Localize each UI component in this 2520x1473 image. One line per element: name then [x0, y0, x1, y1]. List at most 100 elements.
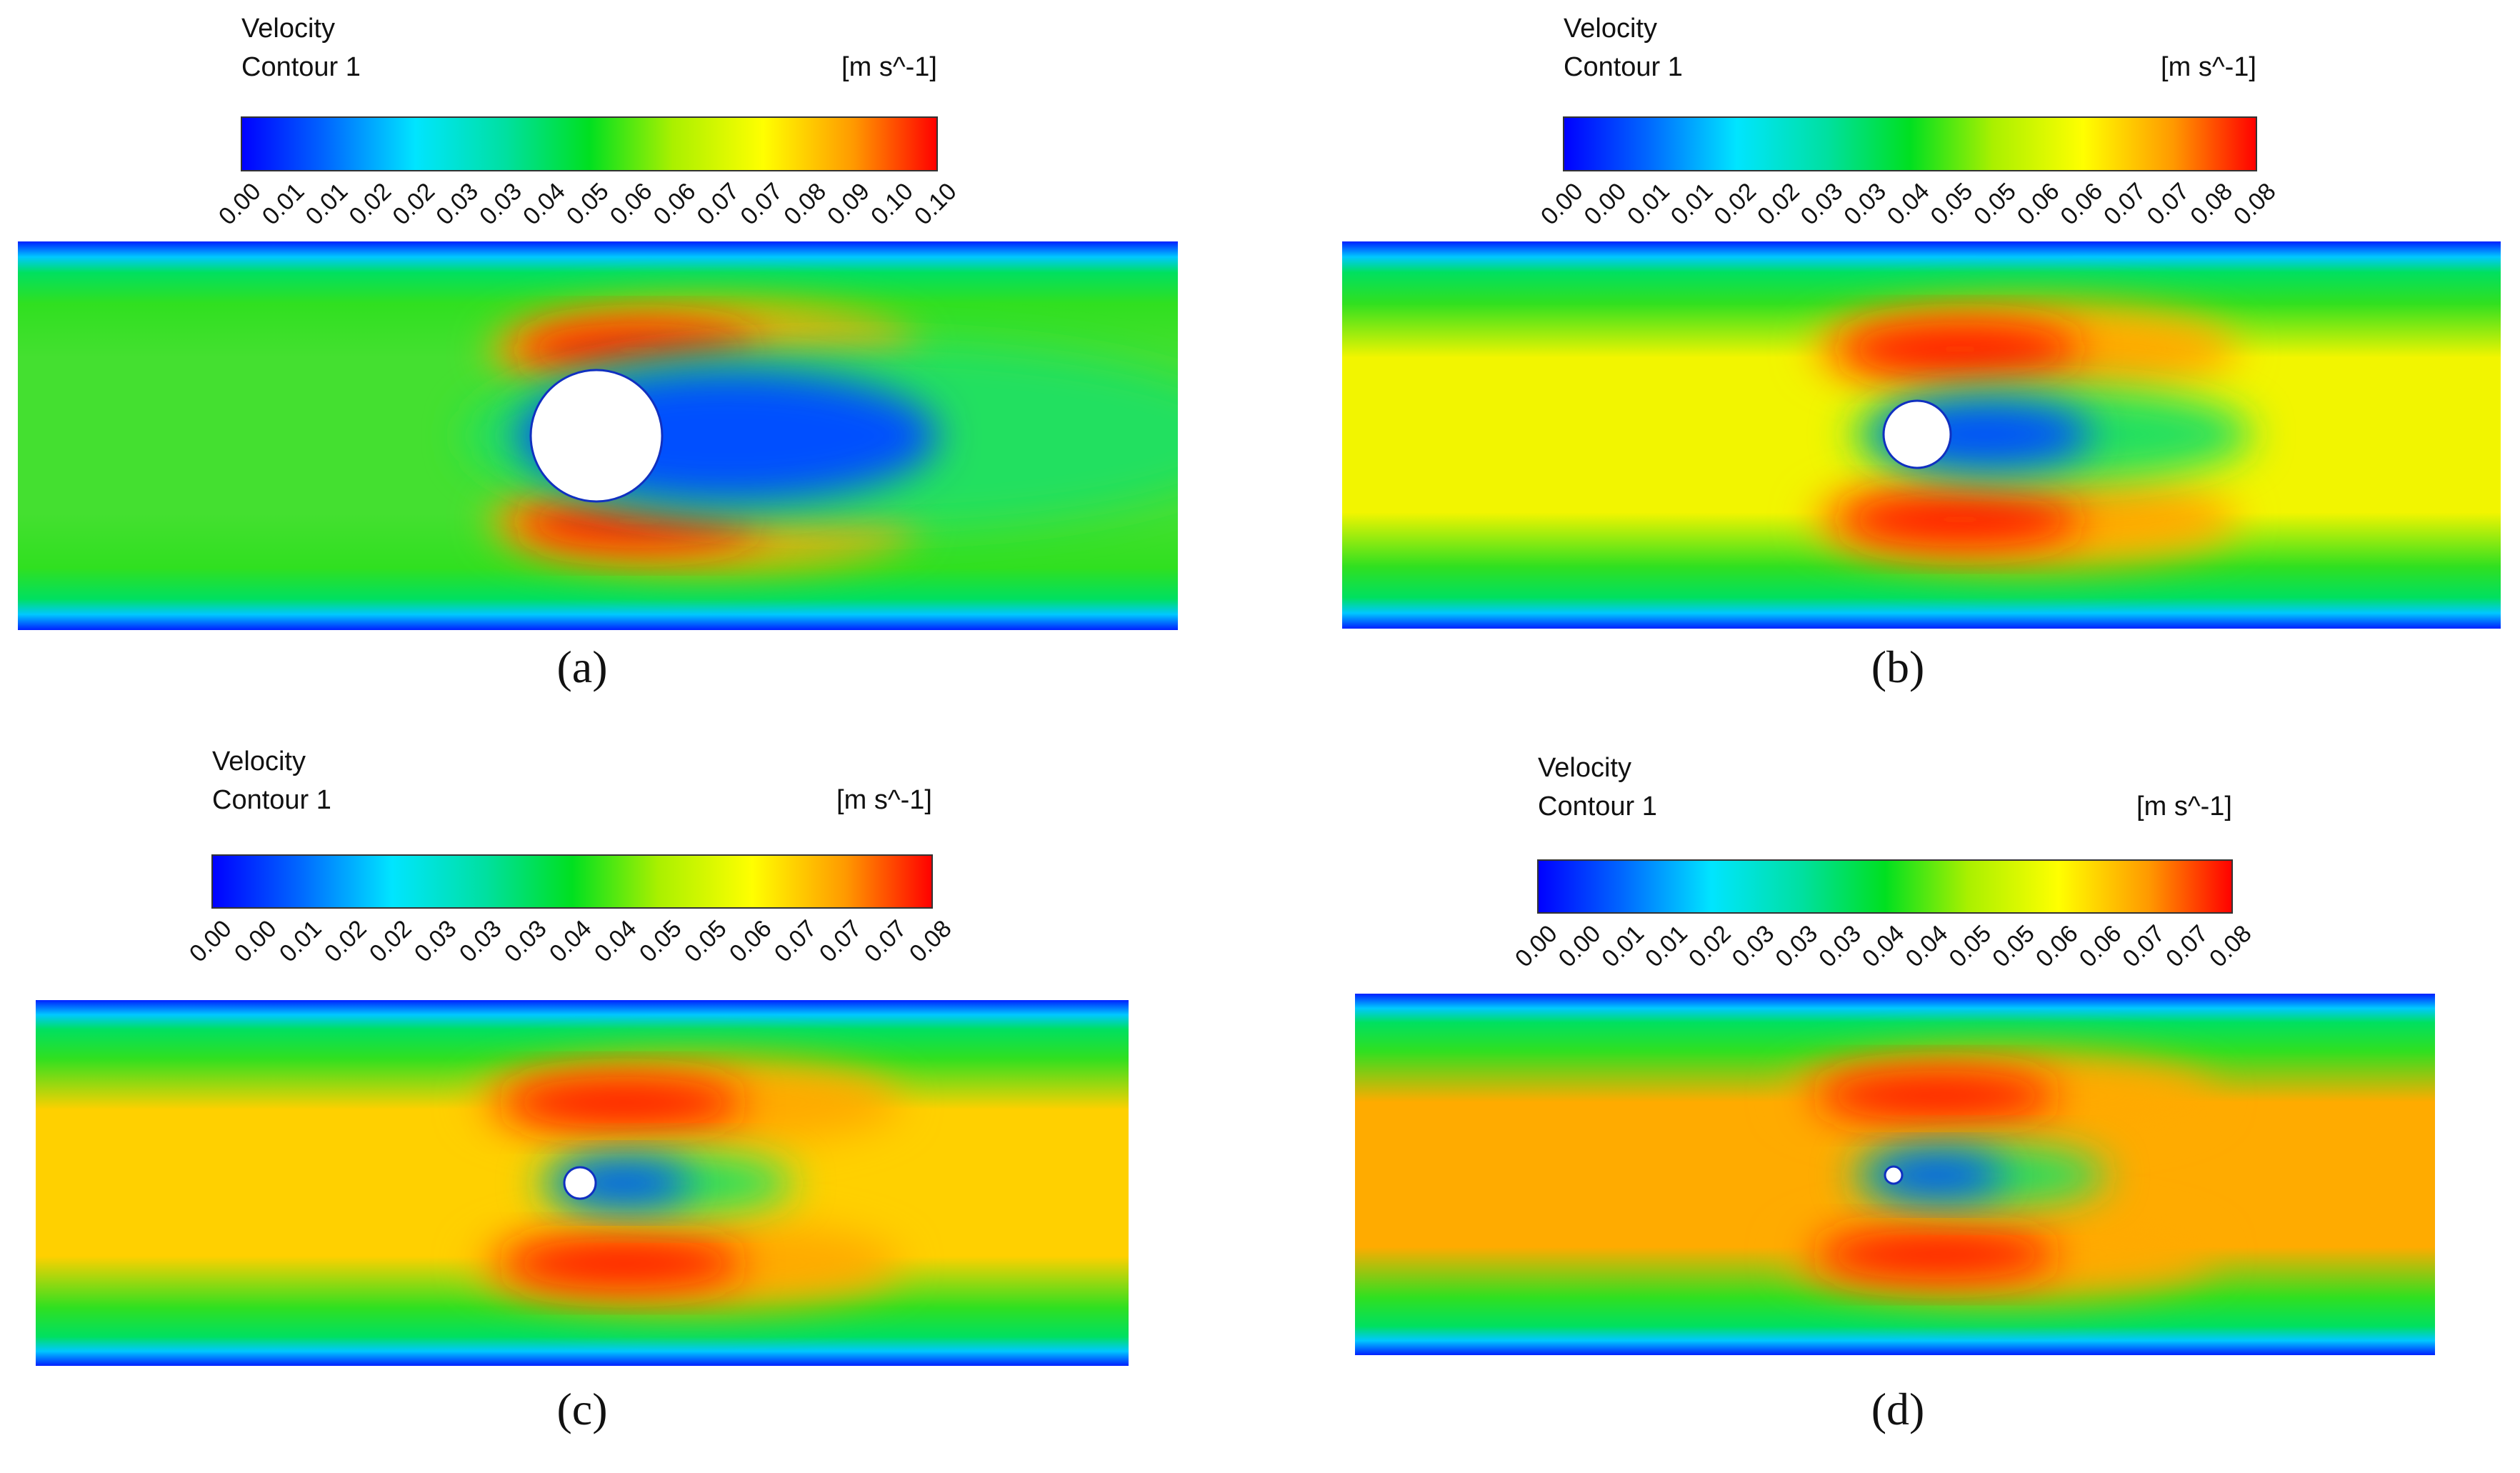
legend-unit: [m s^-1] [836, 785, 932, 815]
colorbar-tick-label: 0.01 [1640, 920, 1693, 973]
colorbar-tick-label: 0.02 [319, 915, 372, 968]
colorbar-tick-label: 0.01 [1596, 920, 1649, 973]
contour-field [1355, 994, 2435, 1355]
colorbar-tick-label: 0.01 [274, 915, 327, 968]
colorbar-tick-label: 0.03 [409, 915, 462, 968]
colorbar-tick-label: 0.05 [634, 915, 687, 968]
colorbar-tick-label: 0.01 [301, 178, 354, 231]
colorbar-tick-label: 0.03 [1770, 920, 1823, 973]
legend-title: Velocity [212, 747, 306, 777]
panel-caption: (b) [1871, 641, 1925, 692]
colorbar-tick-label: 0.07 [2099, 178, 2151, 231]
colorbar-tick-label: 0.06 [649, 178, 701, 231]
colorbar-tick-label: 0.07 [814, 915, 867, 968]
colorbar-tick-label: 0.00 [1536, 178, 1589, 231]
colorbar-tick-label: 0.03 [499, 915, 552, 968]
colorbar-tick-label: 0.07 [692, 178, 745, 231]
legend-unit: [m s^-1] [841, 52, 937, 82]
colorbar-tick-label: 0.03 [454, 915, 507, 968]
colorbar-tick-label: 0.02 [1684, 920, 1736, 973]
colorbar-tick-label: 0.08 [2204, 920, 2257, 973]
colorbar-tick-label: 0.08 [2229, 178, 2281, 231]
legend-title: Velocity [1538, 753, 1631, 783]
colorbar-tick-label: 0.05 [679, 915, 732, 968]
colorbar-tick-label: 0.06 [605, 178, 658, 231]
cylinder [563, 1166, 597, 1200]
colorbar-tick-label: 0.01 [1622, 178, 1675, 231]
colorbar-tick-label: 0.07 [2142, 178, 2195, 231]
colorbar-tick-label: 0.04 [1901, 920, 1954, 973]
colorbar-tick-label: 0.07 [769, 915, 822, 968]
colorbar-tick-label: 0.10 [909, 178, 962, 231]
cylinder [1882, 399, 1952, 469]
colorbar-tick-label: 0.02 [344, 178, 397, 231]
legend-unit: [m s^-1] [2161, 52, 2256, 82]
colorbar-tick-label: 0.06 [2074, 920, 2127, 973]
legend-title: Velocity [1564, 14, 1657, 44]
colorbar-tick-label: 0.07 [735, 178, 788, 231]
colorbar-tick-label: 0.06 [2031, 920, 2084, 973]
colorbar-tick-label: 0.06 [2055, 178, 2108, 231]
colorbar-tick-label: 0.02 [387, 178, 440, 231]
colorbar-tick-label: 0.02 [1752, 178, 1805, 231]
colorbar-tick-label: 0.08 [904, 915, 957, 968]
colorbar-tick-label: 0.05 [1926, 178, 1979, 231]
colorbar-tick-label: 0.05 [1944, 920, 1996, 973]
colorbar-tick-label: 0.04 [518, 178, 571, 231]
colorbar-tick-label: 0.00 [1554, 920, 1606, 973]
panel-caption: (c) [556, 1384, 607, 1434]
colorbar-tick-label: 0.02 [364, 915, 417, 968]
colorbar-tick-label: 0.03 [431, 178, 484, 231]
legend-subtitle: Contour 1 [212, 785, 331, 815]
high-velocity-lobe [501, 1077, 744, 1129]
legend-subtitle: Contour 1 [241, 52, 361, 82]
colorbar-tick-label: 0.04 [1857, 920, 1910, 973]
colorbar-tick-label: 0.05 [561, 178, 614, 231]
colorbar-tick-label: 0.05 [1969, 178, 2021, 231]
colorbar-tick-label: 0.06 [2012, 178, 2065, 231]
colorbar-tick-label: 0.03 [1839, 178, 1891, 231]
colorbar-tick-label: 0.04 [589, 915, 642, 968]
colorbar-tick-label: 0.08 [2185, 178, 2238, 231]
colorbar-tick-label: 0.03 [1796, 178, 1849, 231]
colorbar-tick-label: 0.03 [1727, 920, 1780, 973]
colorbar [211, 854, 933, 909]
colorbar [241, 116, 938, 171]
panel-caption: (d) [1871, 1384, 1925, 1434]
high-velocity-lobe [1815, 1070, 2058, 1122]
colorbar-tick-label: 0.02 [1709, 178, 1761, 231]
colorbar-tick-label: 0.04 [1882, 178, 1935, 231]
cylinder [1884, 1165, 1904, 1185]
wake-inner [1868, 1154, 2005, 1197]
legend-subtitle: Contour 1 [1564, 52, 1683, 82]
high-velocity-lobe [1839, 321, 2081, 376]
colorbar-tick-label: 0.03 [474, 178, 527, 231]
high-velocity-lobe [501, 1237, 744, 1289]
colorbar-tick-label: 0.00 [229, 915, 282, 968]
colorbar-tick-label: 0.08 [779, 178, 831, 231]
colorbar-tick-label: 0.07 [859, 915, 912, 968]
colorbar-tick-label: 0.00 [1579, 178, 1632, 231]
colorbar-tick-label: 0.07 [2117, 920, 2170, 973]
legend-title: Velocity [241, 14, 335, 44]
high-velocity-lobe [1839, 492, 2081, 547]
colorbar-tick-label: 0.01 [257, 178, 310, 231]
colorbar-tick-label: 0.00 [184, 915, 237, 968]
colorbar-tick-label: 0.03 [1814, 920, 1866, 973]
colorbar-tick-label: 0.05 [1987, 920, 2040, 973]
colorbar-tick-label: 0.04 [544, 915, 597, 968]
colorbar-tick-label: 0.10 [866, 178, 919, 231]
colorbar-tick-label: 0.00 [1510, 920, 1563, 973]
colorbar-tick-label: 0.09 [822, 178, 875, 231]
colorbar [1563, 116, 2257, 171]
contour-field [36, 1000, 1129, 1366]
colorbar-tick-label: 0.06 [724, 915, 777, 968]
panel-caption: (a) [556, 641, 607, 692]
legend-unit: [m s^-1] [2136, 792, 2232, 822]
high-velocity-lobe [1815, 1229, 2058, 1280]
